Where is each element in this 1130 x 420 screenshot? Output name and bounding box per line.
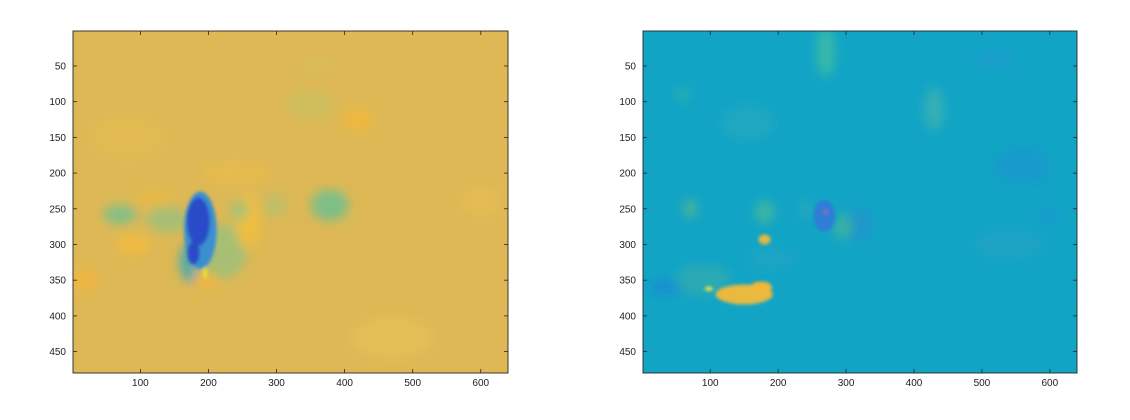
- heatmap-feature-small-yellow: [758, 234, 771, 245]
- heatmap-region-12: [262, 193, 288, 217]
- y-tick-label: 350: [49, 276, 66, 287]
- heatmap-region-6: [798, 200, 813, 218]
- y-tick-label: 450: [49, 347, 66, 358]
- x-tick-label: 300: [268, 378, 285, 389]
- y-tick-label: 450: [619, 347, 636, 358]
- heatmap-region-17: [351, 315, 434, 359]
- heatmap-feature-yellow-patch-2: [750, 281, 773, 294]
- heatmap-image: [73, 31, 508, 373]
- heatmap-region-8: [833, 213, 853, 240]
- y-tick-label: 200: [49, 169, 66, 180]
- heatmap-region-0: [816, 31, 836, 77]
- heatmap-region-1: [286, 90, 335, 120]
- x-tick-label: 300: [838, 378, 855, 389]
- heatmap-region-13: [975, 230, 1044, 259]
- y-tick-label: 300: [619, 240, 636, 251]
- y-tick-label: 150: [619, 133, 636, 144]
- heatmap-region-5: [102, 204, 137, 225]
- y-tick-label: 200: [619, 169, 636, 180]
- heatmap-feature-tail: [187, 241, 200, 265]
- heatmap-region-18: [89, 115, 165, 159]
- heatmap-region-11: [229, 200, 249, 221]
- y-tick-label: 150: [49, 133, 66, 144]
- y-tick-label: 100: [49, 97, 66, 108]
- heatmap-region-2: [676, 87, 690, 102]
- heatmap-region-2: [296, 55, 338, 76]
- heatmap-region-7: [846, 208, 874, 241]
- heatmap-region-3: [201, 161, 270, 185]
- heatmap-feature-red-dot: [824, 210, 828, 214]
- heatmap-region-1: [924, 87, 945, 131]
- y-tick-label: 350: [619, 276, 636, 287]
- heatmap-region-9: [649, 280, 683, 295]
- heatmap-region-10: [676, 264, 731, 296]
- heatmap-region-13: [310, 189, 349, 221]
- heatmap-feature-core: [186, 197, 210, 246]
- x-tick-label: 500: [404, 378, 421, 389]
- heatmap-region-14: [73, 268, 100, 292]
- heatmap-feature-yellow-streak: [704, 286, 713, 291]
- y-tick-label: 250: [49, 204, 66, 215]
- x-tick-label: 100: [702, 378, 719, 389]
- heatmap-region-4: [134, 189, 174, 207]
- y-tick-label: 300: [49, 240, 66, 251]
- x-tick-label: 400: [906, 378, 923, 389]
- x-tick-label: 500: [974, 378, 991, 389]
- heatmap-region-12: [995, 148, 1050, 184]
- heatmap-background: [643, 31, 1077, 373]
- heatmap-image: [643, 31, 1077, 373]
- heatmap-region-15: [975, 50, 1016, 68]
- x-tick-label: 400: [336, 378, 353, 389]
- heatmap-region-4: [683, 200, 697, 218]
- heatmap-region-0: [343, 108, 374, 131]
- right-heatmap-panel: 100 200 300 400 500 600 50 100 150 200 250 300 350 40…: [619, 30, 1078, 389]
- x-tick-label: 600: [1041, 378, 1058, 389]
- heatmap-region-14: [1039, 208, 1061, 224]
- y-tick-label: 250: [619, 204, 636, 215]
- x-tick-label: 600: [472, 378, 489, 389]
- y-tick-label: 50: [625, 61, 637, 72]
- y-tick-label: 400: [619, 311, 636, 322]
- heatmap-region-6: [145, 206, 190, 233]
- heatmap-region-3: [720, 105, 775, 141]
- y-tick-label: 100: [619, 97, 636, 108]
- heatmap-region-11: [747, 248, 796, 270]
- heatmap-region-16: [460, 187, 502, 216]
- heatmap-region-5: [755, 200, 775, 224]
- y-tick-label: 50: [55, 61, 67, 72]
- heatmap-feature-dark-blob-halo: [813, 200, 836, 232]
- left-heatmap-panel: 100 200 300 400 500 600 50 100 150 200 250 300 350 40…: [49, 30, 509, 389]
- x-tick-label: 200: [770, 378, 787, 389]
- axes-frame: [642, 30, 1078, 374]
- x-tick-label: 100: [132, 378, 149, 389]
- heatmap-feature-streak: [203, 267, 208, 279]
- x-tick-label: 200: [200, 378, 217, 389]
- heatmap-region-15: [116, 234, 151, 255]
- y-tick-label: 400: [49, 311, 66, 322]
- axes-frame: [72, 30, 509, 374]
